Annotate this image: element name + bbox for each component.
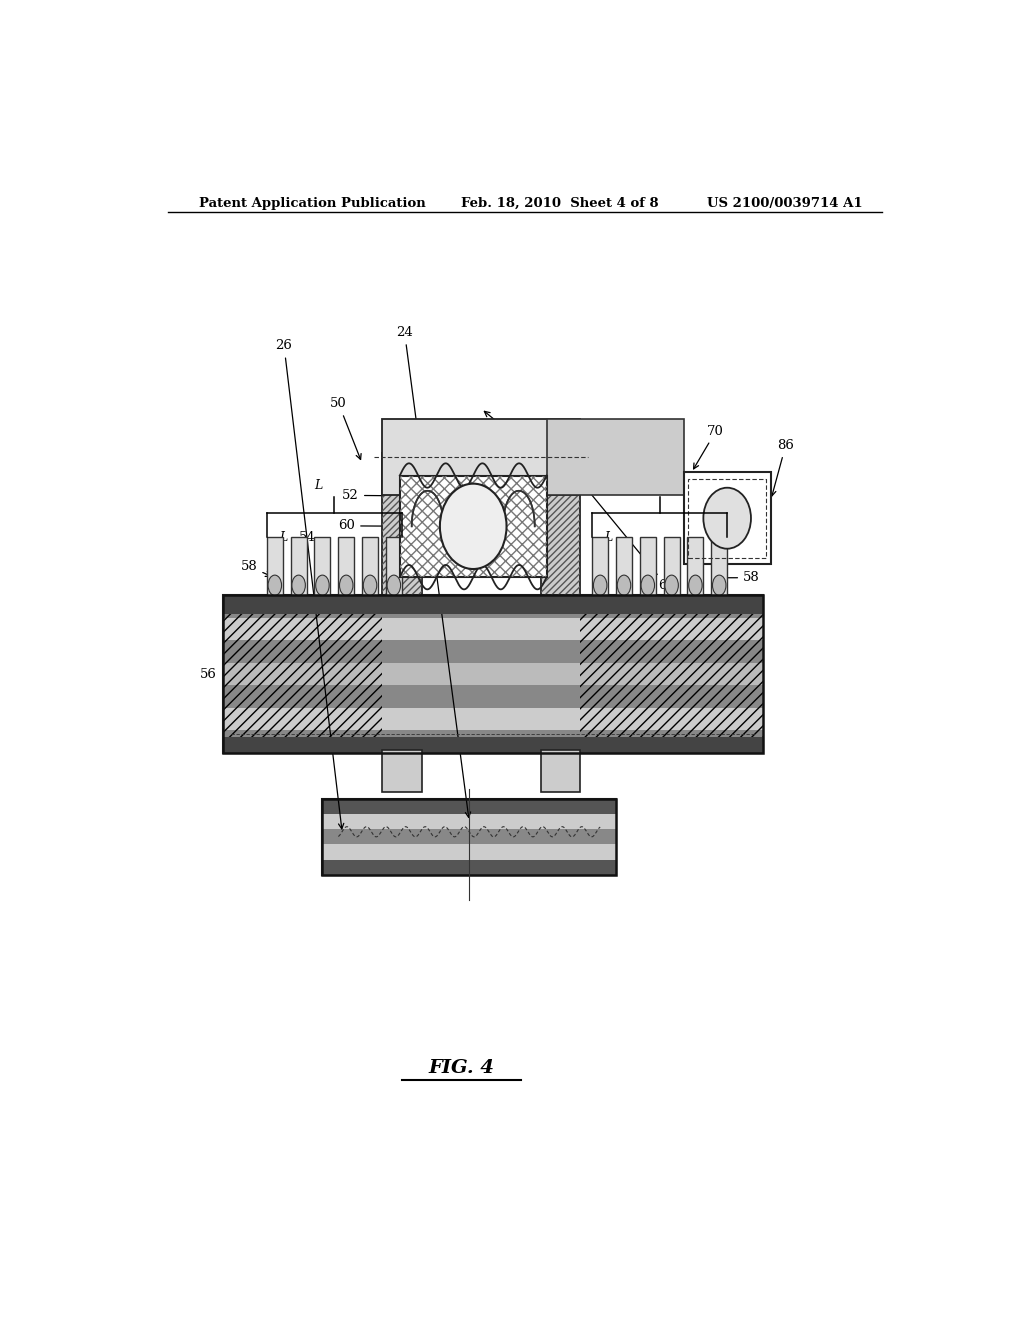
Text: L: L — [604, 531, 612, 544]
Bar — [223, 618, 763, 640]
Bar — [581, 595, 763, 752]
Bar — [323, 829, 616, 845]
Bar — [323, 859, 616, 875]
Text: 54: 54 — [299, 531, 315, 544]
Text: 58: 58 — [716, 572, 760, 585]
Text: L: L — [314, 479, 323, 492]
Bar — [223, 595, 763, 752]
Bar — [399, 475, 547, 577]
Ellipse shape — [292, 576, 305, 595]
Text: 60: 60 — [338, 519, 428, 532]
Bar — [386, 536, 401, 595]
Bar — [684, 473, 771, 564]
Bar — [314, 536, 331, 595]
Text: 26: 26 — [275, 339, 344, 829]
Text: 56: 56 — [200, 668, 217, 681]
Bar — [338, 536, 354, 595]
Ellipse shape — [617, 576, 631, 595]
Bar — [323, 799, 616, 814]
Bar — [687, 536, 703, 595]
Bar — [223, 595, 763, 618]
Text: 86: 86 — [771, 440, 794, 496]
Text: 50: 50 — [331, 397, 361, 459]
Bar — [382, 453, 422, 595]
Ellipse shape — [641, 576, 654, 595]
Circle shape — [703, 487, 751, 549]
Bar — [541, 453, 581, 595]
Text: 66: 66 — [563, 461, 675, 593]
Text: US 2100/0039714 A1: US 2100/0039714 A1 — [708, 197, 863, 210]
Bar — [712, 536, 727, 595]
Circle shape — [440, 483, 507, 569]
Bar — [382, 453, 422, 595]
Bar — [664, 536, 680, 595]
Bar — [541, 750, 581, 792]
Ellipse shape — [364, 576, 377, 595]
Bar — [323, 814, 616, 829]
Text: L: L — [640, 479, 648, 492]
Bar — [323, 845, 616, 859]
Ellipse shape — [594, 576, 607, 595]
Bar — [223, 730, 763, 752]
Bar — [382, 750, 422, 792]
Ellipse shape — [689, 576, 702, 595]
Bar — [399, 475, 547, 577]
Bar — [223, 595, 763, 614]
Text: 58: 58 — [241, 560, 271, 577]
Bar — [362, 536, 378, 595]
Ellipse shape — [340, 576, 353, 595]
Text: 62: 62 — [484, 412, 546, 461]
Bar — [688, 479, 766, 558]
Bar — [223, 663, 763, 685]
Bar — [382, 418, 581, 495]
Bar — [223, 640, 763, 663]
Bar — [223, 595, 763, 752]
Text: 70: 70 — [693, 425, 724, 469]
Bar — [541, 453, 581, 595]
Bar — [223, 738, 763, 752]
Ellipse shape — [387, 576, 400, 595]
Ellipse shape — [713, 576, 726, 595]
Bar — [323, 799, 616, 875]
Bar — [267, 536, 283, 595]
Bar — [291, 536, 306, 595]
Text: 52: 52 — [342, 488, 403, 502]
Bar — [547, 418, 684, 495]
Text: FIG. 4: FIG. 4 — [428, 1059, 495, 1077]
Bar — [592, 536, 608, 595]
Bar — [223, 708, 763, 730]
Text: L: L — [279, 531, 287, 544]
Bar — [616, 536, 632, 595]
Bar — [223, 685, 763, 708]
Ellipse shape — [268, 576, 282, 595]
Ellipse shape — [315, 576, 329, 595]
Bar — [323, 799, 616, 875]
Text: Feb. 18, 2010  Sheet 4 of 8: Feb. 18, 2010 Sheet 4 of 8 — [461, 197, 658, 210]
Text: Patent Application Publication: Patent Application Publication — [200, 197, 426, 210]
Ellipse shape — [665, 576, 678, 595]
Bar — [223, 595, 382, 752]
Text: 24: 24 — [396, 326, 471, 817]
Bar — [640, 536, 655, 595]
Text: 64: 64 — [492, 428, 536, 477]
